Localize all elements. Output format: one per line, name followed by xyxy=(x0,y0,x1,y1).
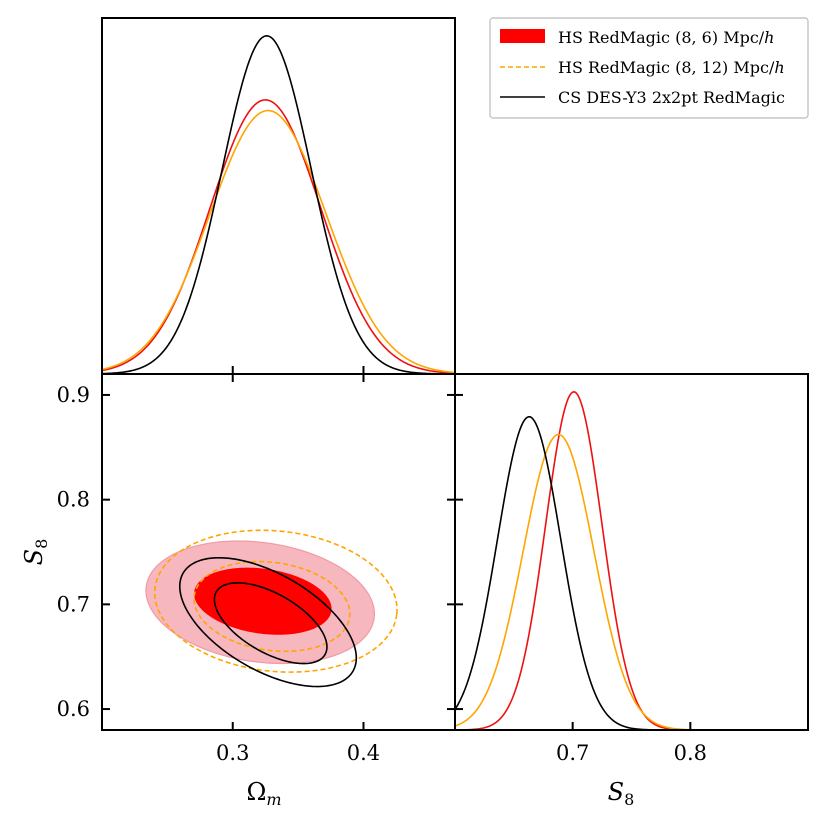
x-tick-label: 0.3 xyxy=(216,741,249,765)
contour-dashed-95pct-2 xyxy=(153,529,398,673)
legend-box xyxy=(489,17,809,119)
y-axis-title-s8: S8 xyxy=(20,539,51,566)
y-tick-label: 0.8 xyxy=(57,488,90,512)
s8-marginal-frame xyxy=(454,373,809,731)
legend-entry-hs-8-6: HS RedMagic (8, 6) Mpc/h xyxy=(500,28,774,47)
omega-m-marginal-curve-0 xyxy=(102,99,455,374)
legend-label: HS RedMagic (8, 12) Mpc/h xyxy=(558,58,785,77)
legend-label: HS RedMagic (8, 6) Mpc/h xyxy=(558,28,774,47)
contour-line-68pct-5 xyxy=(213,582,328,665)
x-tick-label: 0.8 xyxy=(674,741,707,765)
legend-swatch-filled xyxy=(500,29,545,43)
contour-line-95pct-4 xyxy=(178,556,358,688)
s8-marginal-curve-1 xyxy=(455,433,808,730)
omega-m-marginal-curve-1 xyxy=(102,109,455,374)
x-axis-title-omega-m: Ωm xyxy=(246,778,281,809)
legend-entry-cs-des-y3: CS DES-Y3 2x2pt RedMagic xyxy=(500,88,785,107)
y-tick-label: 0.6 xyxy=(57,697,90,721)
y-tick-label: 0.9 xyxy=(57,383,90,407)
x-tick-label: 0.7 xyxy=(556,741,589,765)
omega-m-marginal-frame xyxy=(101,17,456,375)
x-tick-label: 0.4 xyxy=(347,741,380,765)
omega-m-marginal-curve-2 xyxy=(102,34,455,374)
s8-marginal-panel: 0.7 0.8 xyxy=(454,373,809,765)
legend: HS RedMagic (8, 6) Mpc/h HS RedMagic (8,… xyxy=(489,17,809,119)
s8-marginal-curve-0 xyxy=(455,390,808,730)
legend-entry-hs-8-12: HS RedMagic (8, 12) Mpc/h xyxy=(500,58,785,77)
legend-label: CS DES-Y3 2x2pt RedMagic xyxy=(558,88,785,107)
y-tick-label: 0.7 xyxy=(57,592,90,616)
x-axis-title-s8: S8 xyxy=(608,778,635,809)
contour-dashed-68pct-3 xyxy=(193,560,351,653)
omega-m-marginal-panel xyxy=(101,17,456,382)
s8-marginal-curve-2 xyxy=(455,415,808,730)
omega-m-s8-contour-panel: 0.3 0.4 0.6 0.7 0.8 0.9 xyxy=(57,373,463,765)
